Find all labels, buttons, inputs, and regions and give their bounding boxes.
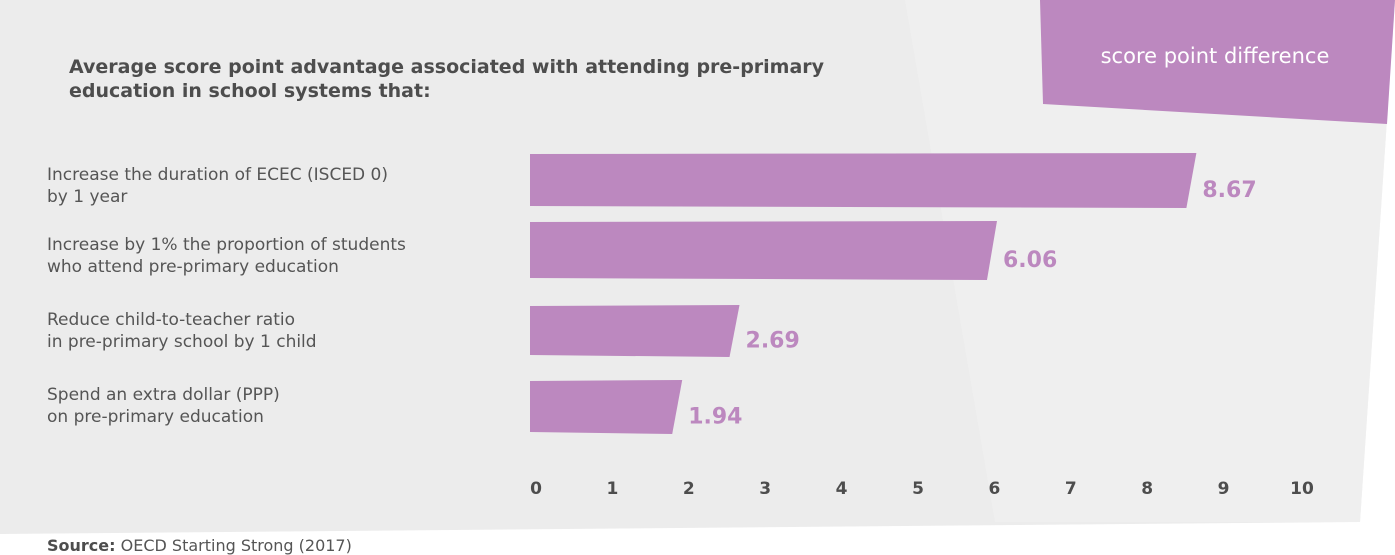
bar (530, 153, 1197, 208)
chart-title: Average score point advantage associated… (69, 55, 929, 103)
category-label-line: Reduce child-to-teacher ratio (47, 310, 296, 330)
bar-value-label: 8.67 (1202, 178, 1256, 203)
x-tick-label: 3 (759, 479, 771, 499)
x-tick-label: 5 (912, 479, 924, 499)
bar-value-label: 6.06 (1003, 248, 1057, 273)
category-label-proportion: Increase by 1% the proportion of student… (47, 234, 497, 278)
unit-badge-label: score point difference (1100, 44, 1330, 68)
x-tick-label: 4 (836, 479, 848, 499)
category-label-spending: Spend an extra dollar (PPP) on pre-prima… (47, 384, 497, 428)
x-tick-label: 1 (606, 479, 618, 499)
category-label-line: Increase by 1% the proportion of student… (47, 235, 406, 255)
bar-value-label: 1.94 (688, 405, 742, 430)
category-label-line: who attend pre-primary education (47, 257, 339, 277)
bar-value-label: 2.69 (746, 329, 800, 354)
bar (530, 221, 997, 280)
source-note: Source: OECD Starting Strong (2017) (47, 536, 352, 555)
x-tick-label: 8 (1141, 479, 1153, 499)
source-label: Source: (47, 536, 116, 555)
score-point-difference-badge (1040, 0, 1395, 124)
chart-title-line-2: education in school systems that: (69, 80, 431, 102)
x-tick-label: 0 (530, 479, 542, 499)
category-label-ratio: Reduce child-to-teacher ratio in pre-pri… (47, 309, 497, 353)
x-tick-label: 2 (683, 479, 695, 499)
bar (530, 380, 683, 434)
x-tick-label: 9 (1218, 479, 1230, 499)
category-label-line: Increase the duration of ECEC (ISCED 0) (47, 165, 388, 185)
category-label-duration: Increase the duration of ECEC (ISCED 0) … (47, 164, 497, 208)
x-tick-label: 10 (1290, 479, 1314, 499)
x-tick-label: 7 (1065, 479, 1077, 499)
chart-title-line-1: Average score point advantage associated… (69, 56, 825, 78)
x-tick-label: 6 (988, 479, 1000, 499)
category-label-line: on pre-primary education (47, 407, 264, 427)
bar (530, 305, 740, 357)
category-label-line: by 1 year (47, 187, 128, 207)
source-text: OECD Starting Strong (2017) (120, 536, 352, 555)
category-label-line: in pre-primary school by 1 child (47, 332, 317, 352)
category-label-line: Spend an extra dollar (PPP) (47, 385, 280, 405)
